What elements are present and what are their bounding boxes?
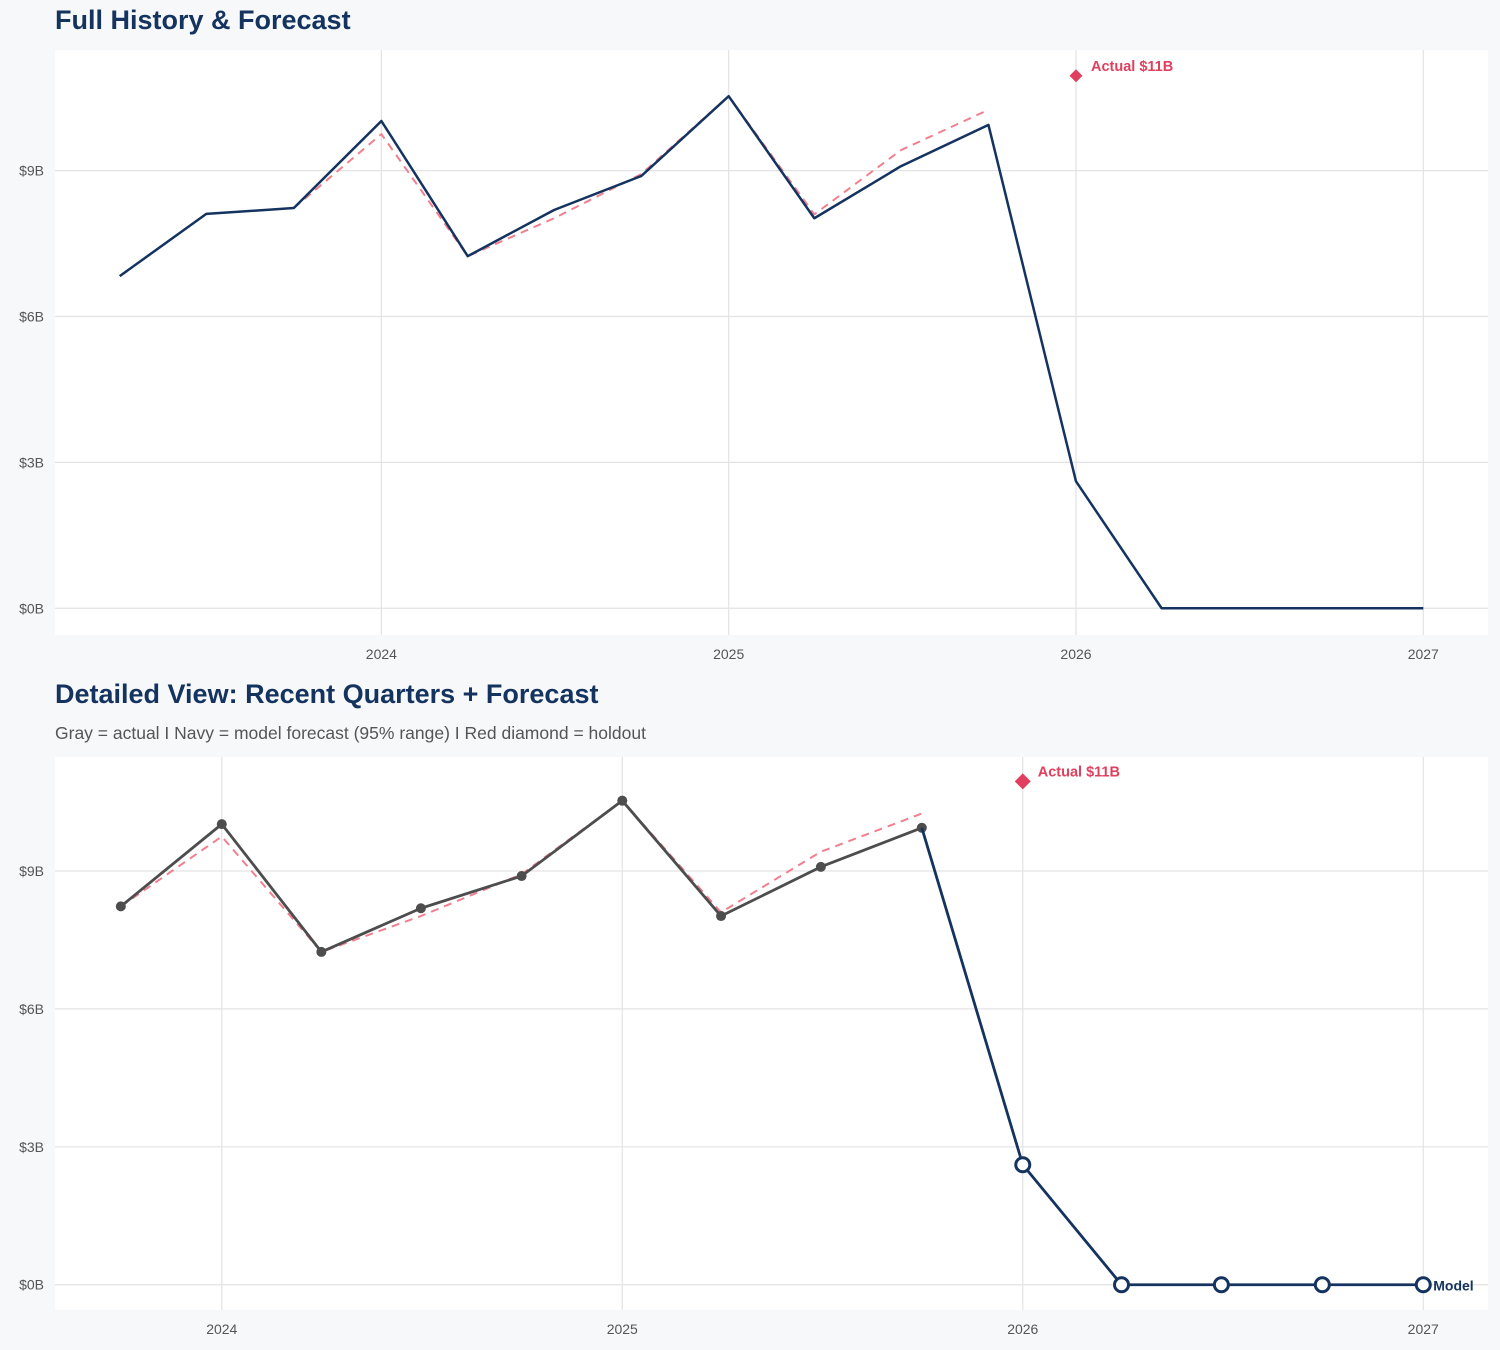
bottom-chart-subtitle: Gray = actual I Navy = model forecast (9… — [55, 723, 646, 743]
holdout-label: Actual $11B — [1038, 764, 1120, 780]
fitted-line — [293, 95, 989, 258]
holdout-diamond-marker — [1014, 773, 1031, 790]
holdout-label: Actual $11B — [1091, 59, 1173, 75]
x-tick-label: 2027 — [1408, 1321, 1439, 1337]
y-tick-label: $9B — [19, 863, 44, 879]
plot-panel — [55, 757, 1488, 1310]
actual-point — [815, 861, 826, 872]
actual-point — [716, 911, 727, 922]
forecast-point — [1414, 1276, 1432, 1294]
x-tick-label: 2026 — [1060, 646, 1091, 662]
y-tick-label: $0B — [19, 600, 44, 616]
forecast-point — [1313, 1276, 1331, 1294]
chart-1: 2024 2025 2026 2027 $0B $3B $6B $9B Model Actual … — [19, 757, 1488, 1337]
x-tick-label: 2026 — [1007, 1321, 1038, 1337]
actual-point — [216, 819, 227, 830]
series-end-label: Model — [1433, 1278, 1473, 1294]
chart-0: 2024 2025 2026 2027 $0B $3B $6B $9B Actual $11B — [19, 50, 1488, 662]
x-tick-label: 2025 — [607, 1321, 638, 1337]
model-line — [118, 94, 1424, 610]
y-tick-label: $3B — [19, 454, 44, 470]
bottom-chart-title: Detailed View: Recent Quarters + Forecas… — [55, 679, 599, 709]
forecast-point — [1113, 1276, 1131, 1294]
holdout-diamond-marker — [1069, 69, 1083, 83]
actual-point — [617, 795, 628, 806]
forecast-line — [920, 827, 1424, 1287]
y-tick-label: $6B — [19, 1001, 44, 1017]
plot-panel — [55, 50, 1488, 635]
actual-point — [516, 871, 527, 882]
x-tick-label: 2025 — [713, 646, 744, 662]
actual-point — [415, 903, 426, 914]
x-tick-label: 2027 — [1408, 646, 1439, 662]
actual-point — [115, 901, 126, 912]
x-tick-label: 2024 — [366, 646, 397, 662]
forecast-point — [1014, 1156, 1032, 1174]
x-tick-label: 2024 — [206, 1321, 237, 1337]
y-tick-label: $3B — [19, 1139, 44, 1155]
y-tick-label: $6B — [19, 308, 44, 324]
top-chart-title: Full History & Forecast — [55, 5, 351, 35]
actual-point — [316, 946, 327, 957]
forecast-point — [1212, 1276, 1230, 1294]
y-tick-label: $0B — [19, 1277, 44, 1293]
y-tick-label: $9B — [19, 163, 44, 179]
